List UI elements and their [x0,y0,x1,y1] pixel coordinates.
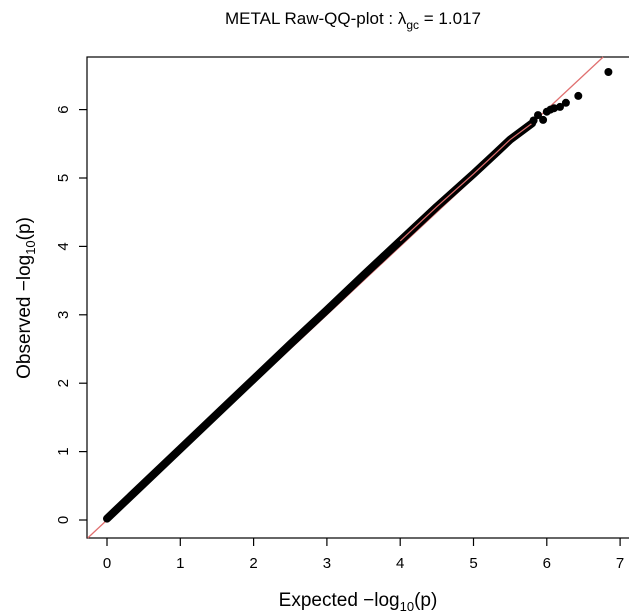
x-axis-title-var: (p) [414,590,437,611]
x-tick-label: 3 [323,555,331,572]
x-axis-title-subscript: 10 [400,599,414,611]
x-tick-label: 1 [176,555,184,572]
data-points-group [103,68,613,523]
y-axis-title: Observed −log10(p) [14,217,38,379]
x-tick-label: 5 [469,555,477,572]
x-tick-label: 7 [616,555,624,572]
y-axis-title-var: (p) [14,217,35,240]
y-axis-title-main: Observed −log [14,255,35,379]
data-point [604,68,613,76]
y-tick-label: 6 [55,105,72,113]
data-point [529,116,538,125]
x-axis-title-main: Expected −log [279,590,400,611]
data-point [534,111,542,120]
chart-title-text: METAL Raw-QQ-plot : λgc = 1.017 [225,9,481,32]
plot-frame [86,56,629,539]
x-tick-label: 2 [249,555,257,572]
observed-points-band [103,119,537,523]
data-point [574,91,583,100]
y-axis-title-subscript: 10 [23,240,38,254]
x-axis-title: Expected −log10(p) [279,590,438,611]
y-axis-ticks: 0 1 2 3 4 5 6 [55,105,87,524]
x-tick-label: 4 [396,555,404,572]
y-tick-label: 3 [55,311,72,319]
y-tick-label: 5 [55,174,72,182]
y-tick-label: 0 [55,516,72,524]
data-point [539,115,548,124]
x-tick-label: 0 [103,555,111,572]
chart-title: METAL Raw-QQ-plot : λgc = 1.017 [225,9,481,32]
y-tick-label: 4 [55,242,72,250]
chart-title-main: METAL Raw-QQ-plot : λ [225,9,407,28]
chart-title-subscript: gc [406,18,419,32]
reference-line-overlay [399,122,533,242]
x-tick-label: 6 [543,555,551,572]
y-tick-label: 2 [55,379,72,387]
x-axis-ticks: 0 1 2 3 4 5 6 7 [103,538,624,572]
y-tick-label: 1 [55,447,72,455]
data-point [561,98,570,107]
chart-title-value: = 1.017 [419,9,481,28]
data-point [556,102,564,111]
